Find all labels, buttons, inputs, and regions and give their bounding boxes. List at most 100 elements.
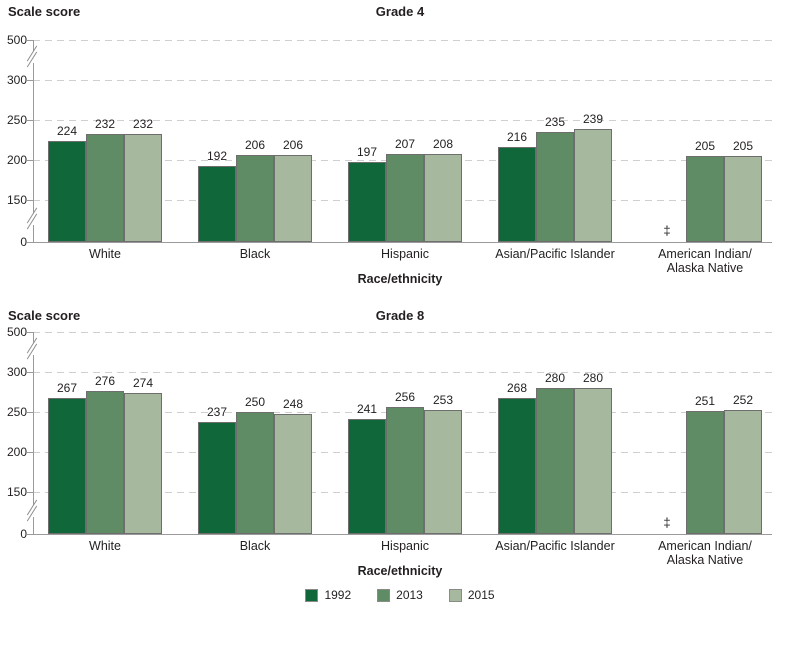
y-tick-label-300: 300	[6, 73, 27, 87]
category-label: Asian/Pacific Islander	[495, 539, 615, 553]
bar-1992	[198, 422, 236, 534]
y-tick-label-500: 500	[6, 325, 27, 339]
y-tick-label-250: 250	[6, 113, 27, 127]
bar-value-label: 241	[356, 402, 378, 417]
bar-value-label: 280	[544, 371, 566, 385]
category-label: White	[89, 539, 121, 553]
x-axis-line	[33, 534, 772, 535]
bar-2015	[724, 410, 762, 534]
bar-2015	[574, 128, 612, 242]
bar-2013	[686, 156, 724, 242]
category-label: Hispanic	[381, 539, 429, 553]
plot-area-grade4: 500 300 250 200 150 0 224 232 232 White 192 206 206 B…	[0, 0, 800, 292]
axis-break-icon-1	[23, 499, 43, 522]
missing-value-marker: ‡	[663, 223, 671, 238]
gridline-300	[33, 372, 772, 373]
bar-2013	[86, 391, 124, 534]
grade8-chart-panel: Scale score Grade 8 500 300 250 200 150 0 267 2…	[0, 292, 800, 584]
grade4-chart-panel: Scale score Grade 4 500 300 250 200 150 0 224 2…	[0, 0, 800, 292]
bar-2015	[274, 413, 312, 534]
bar-value-label: 224	[56, 123, 78, 138]
bar-value-label: 205	[732, 139, 754, 153]
y-tick-label-200: 200	[6, 153, 27, 167]
gridline-250	[33, 120, 772, 121]
bar-value-label: 250	[244, 395, 266, 409]
category-label: American Indian/ Alaska Native	[658, 247, 752, 275]
legend-swatch-icon	[377, 588, 391, 602]
bar-value-label: 232	[94, 117, 116, 132]
bar-2013	[386, 154, 424, 242]
bar-value-label: 274	[132, 375, 154, 390]
bar-value-label: 251	[694, 394, 716, 409]
bar-value-label: 248	[282, 396, 304, 411]
legend-swatch-icon	[448, 588, 462, 602]
legend-item-1992: 1992	[305, 588, 351, 602]
gridline-300	[33, 80, 772, 81]
y-axis-line	[33, 332, 34, 534]
y-tick-500	[27, 40, 33, 41]
bar-1992	[198, 166, 236, 242]
missing-value-marker: ‡	[663, 515, 671, 530]
bar-value-label: 235	[544, 115, 566, 129]
bar-2015	[124, 134, 162, 242]
y-axis-title: Scale score	[8, 308, 81, 323]
legend-label: 1992	[324, 588, 352, 602]
axis-break-icon-0	[23, 337, 43, 360]
bar-value-label: 253	[432, 392, 454, 407]
axis-break-gap	[30, 505, 35, 517]
category-label: Asian/Pacific Islander	[495, 247, 615, 261]
legend-swatch-icon	[305, 588, 319, 602]
chart-title-grade4: Grade 4	[375, 4, 425, 19]
y-tick-label-0: 0	[20, 235, 27, 249]
bar-2015	[274, 155, 312, 242]
legend-label: 2013	[396, 588, 423, 602]
axis-break-icon-0	[23, 45, 43, 68]
bar-value-label: 252	[732, 393, 754, 408]
y-tick-label-300: 300	[6, 365, 27, 379]
bar-value-label: 197	[356, 145, 378, 160]
y-tick-500	[27, 332, 33, 333]
y-tick-label-0: 0	[20, 527, 27, 541]
bar-value-label: 267	[56, 381, 78, 396]
bar-value-label: 232	[132, 117, 154, 132]
legend-label: 2015	[467, 588, 495, 602]
plot-area-grade8: 500 300 250 200 150 0 267 276 274 White 237 250 248 B…	[0, 292, 800, 584]
gridline-500	[33, 40, 772, 41]
bar-1992	[498, 147, 536, 242]
legend-item-2013: 2013	[377, 588, 423, 602]
y-tick-250	[27, 412, 33, 413]
chart-title-grade8: Grade 8	[375, 308, 425, 323]
category-label: Black	[239, 539, 271, 553]
y-tick-250	[27, 120, 33, 121]
axis-break-gap	[30, 343, 35, 355]
bar-2015	[124, 392, 162, 534]
bar-value-label: 206	[282, 138, 304, 153]
category-label: American Indian/ Alaska Native	[658, 539, 752, 567]
bar-2013	[536, 388, 574, 534]
y-axis-title: Scale score	[8, 4, 81, 19]
bar-value-label: 216	[506, 130, 528, 145]
category-label: White	[89, 247, 121, 261]
bar-2015	[424, 153, 462, 242]
x-axis-line	[33, 242, 772, 243]
bar-value-label: 192	[206, 149, 228, 164]
legend-item-2015: 2015	[448, 588, 495, 602]
axis-break-icon-1	[23, 207, 43, 230]
y-tick-label-250: 250	[6, 405, 27, 419]
x-axis-title: Race/ethnicity	[357, 272, 443, 286]
y-tick-label-150: 150	[6, 485, 27, 499]
bar-1992	[48, 140, 86, 242]
bar-value-label: 205	[694, 139, 716, 153]
axis-break-gap	[30, 213, 35, 225]
bar-2015	[424, 409, 462, 534]
y-tick-0	[27, 242, 33, 243]
bar-value-label: 256	[394, 390, 416, 405]
bar-2015	[724, 156, 762, 242]
bar-value-label: 268	[506, 380, 528, 395]
y-tick-label-500: 500	[6, 33, 27, 47]
y-tick-300	[27, 80, 33, 81]
bar-1992	[498, 397, 536, 534]
y-axis-line	[33, 40, 34, 242]
y-tick-label-150: 150	[6, 193, 27, 207]
